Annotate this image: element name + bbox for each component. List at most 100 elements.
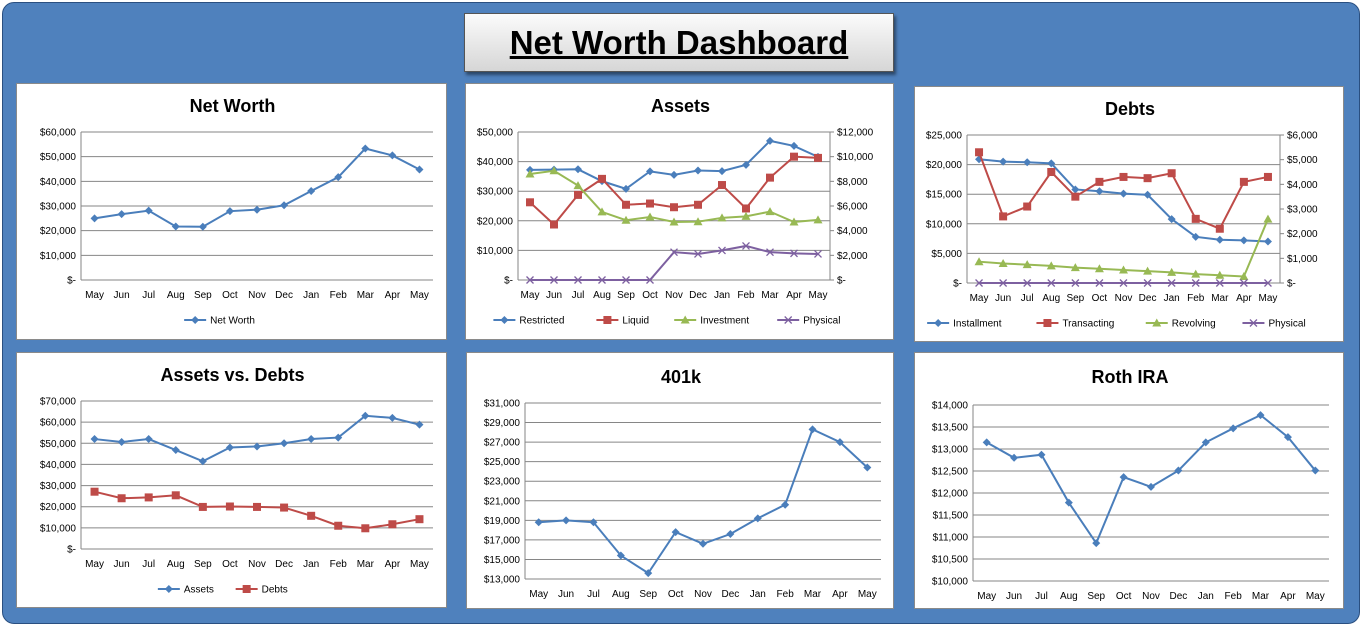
x-tick-label: Nov — [694, 589, 712, 600]
x-tick-label: Jun — [114, 290, 130, 301]
data-point — [781, 500, 790, 509]
data-point — [253, 205, 261, 214]
data-point — [573, 181, 583, 190]
y-tick-label: $14,000 — [932, 401, 969, 412]
y-tick-label: $19,000 — [484, 516, 521, 527]
x-tick-label: Jan — [303, 290, 319, 301]
y-tick-label: $10,000 — [926, 219, 963, 230]
data-point — [1239, 177, 1248, 186]
chart-panel-networth[interactable]: Net Worth $60,000 $50,000 $40,000 $30,000 $20… — [16, 83, 447, 340]
x-tick-label: Nov — [1142, 591, 1160, 602]
x-tick-label: Mar — [1211, 293, 1229, 304]
data-point — [814, 249, 822, 258]
data-point — [765, 207, 775, 216]
x-tick-label: Apr — [786, 290, 802, 301]
data-point — [646, 167, 654, 176]
x-tick-label: May — [977, 591, 996, 602]
x-tick-label: Jan — [1164, 293, 1180, 304]
x-tick-label: Oct — [222, 290, 238, 301]
y-tick-label: $20,000 — [926, 160, 963, 171]
legend-item: Installment — [927, 319, 1002, 330]
y2-tick-label: $3,000 — [1287, 205, 1318, 216]
x-tick-label: Oct — [642, 290, 658, 301]
data-point — [1174, 466, 1183, 475]
data-point — [307, 511, 316, 520]
chart-panel-avd[interactable]: Assets vs. Debts $70,000 $60,000 $50,000 $40… — [16, 352, 447, 608]
chart-title: 401k — [661, 367, 702, 387]
x-tick-label: Sep — [1087, 591, 1105, 602]
chart-panel-assets[interactable]: Assets $50,000 $40,000 $30,000 $20,000 $10,00… — [465, 83, 894, 340]
legend-marker — [242, 585, 251, 593]
data-point — [646, 199, 654, 208]
data-point — [1215, 279, 1224, 287]
data-point — [1023, 279, 1032, 287]
legend-item: Physical — [1242, 319, 1306, 330]
y2-tick-label: $8,000 — [837, 177, 868, 188]
data-point — [790, 141, 798, 150]
data-point — [415, 420, 424, 429]
x-tick-label: Feb — [330, 290, 348, 301]
chart-title: Assets vs. Debts — [160, 365, 304, 385]
x-tick-label: May — [529, 589, 548, 600]
legend-label: Investment — [700, 316, 749, 327]
chart-panel-roth[interactable]: Roth IRA $14,000 $13,500 $13,000 $12,500 $12,… — [914, 352, 1344, 609]
x-tick-label: May — [521, 290, 540, 301]
data-point — [699, 539, 707, 548]
legend-item: Liquid — [596, 316, 649, 327]
y-tick-label: $40,000 — [40, 460, 77, 471]
data-point — [117, 494, 126, 503]
legend-item: Transacting — [1036, 319, 1114, 330]
data-point — [1047, 159, 1056, 168]
series-restricted — [526, 136, 822, 193]
x-tick-label: Oct — [1092, 293, 1108, 304]
legend-label: Installment — [953, 319, 1002, 330]
legend-label: Restricted — [519, 316, 564, 327]
x-tick-label: Jun — [114, 559, 130, 570]
series-value — [982, 411, 1320, 548]
x-tick-label: Dec — [1169, 591, 1187, 602]
data-point — [1191, 232, 1200, 241]
data-point — [814, 153, 822, 162]
data-point — [622, 276, 630, 284]
data-point — [253, 442, 261, 451]
x-tick-label: Jan — [714, 290, 730, 301]
chart-panel-debts[interactable]: Debts $25,000 $20,000 $15,000 $10,000 $5,000 $… — [914, 86, 1344, 342]
series-line — [530, 244, 819, 281]
x-tick-label: Apr — [832, 589, 848, 600]
y-tick-label: $60,000 — [40, 418, 77, 429]
x-tick-label: Aug — [1042, 293, 1060, 304]
data-point — [198, 457, 207, 466]
x-tick-label: Sep — [194, 559, 212, 570]
x-tick-label: Oct — [222, 559, 238, 570]
data-point — [694, 249, 702, 258]
data-point — [1167, 169, 1176, 178]
x-tick-label: Feb — [777, 589, 795, 600]
data-point — [1119, 265, 1128, 274]
y-tick-label: $70,000 — [40, 397, 77, 408]
legend-label: Net Worth — [210, 316, 255, 327]
legend-label: Transacting — [1062, 319, 1114, 330]
data-point — [198, 502, 207, 511]
data-point — [1037, 450, 1046, 459]
data-point — [550, 276, 558, 284]
legend-item: Debts — [235, 585, 288, 596]
series-transacting — [975, 148, 1272, 233]
data-point — [307, 435, 316, 444]
x-tick-label: Sep — [639, 589, 657, 600]
data-point — [718, 181, 726, 190]
chart-panel-k401[interactable]: 401k $31,000 $29,000 $27,000 $25,000 $23,000 $… — [466, 352, 894, 609]
data-point — [1143, 190, 1152, 199]
y-tick-label: $31,000 — [484, 399, 521, 410]
x-tick-label: Nov — [1115, 293, 1133, 304]
legend-item: Assets — [157, 585, 214, 596]
data-point — [171, 446, 180, 455]
y-tick-label: $30,000 — [40, 202, 77, 213]
data-point — [1010, 453, 1019, 462]
data-point — [999, 157, 1008, 166]
y-tick-label: $20,000 — [477, 216, 514, 227]
y-tick-label: $50,000 — [40, 152, 77, 163]
y-tick-label: $50,000 — [40, 439, 77, 450]
y-tick-label: $5,000 — [931, 249, 962, 260]
y-tick-label: $50,000 — [477, 128, 514, 139]
x-tick-label: Feb — [1225, 591, 1243, 602]
